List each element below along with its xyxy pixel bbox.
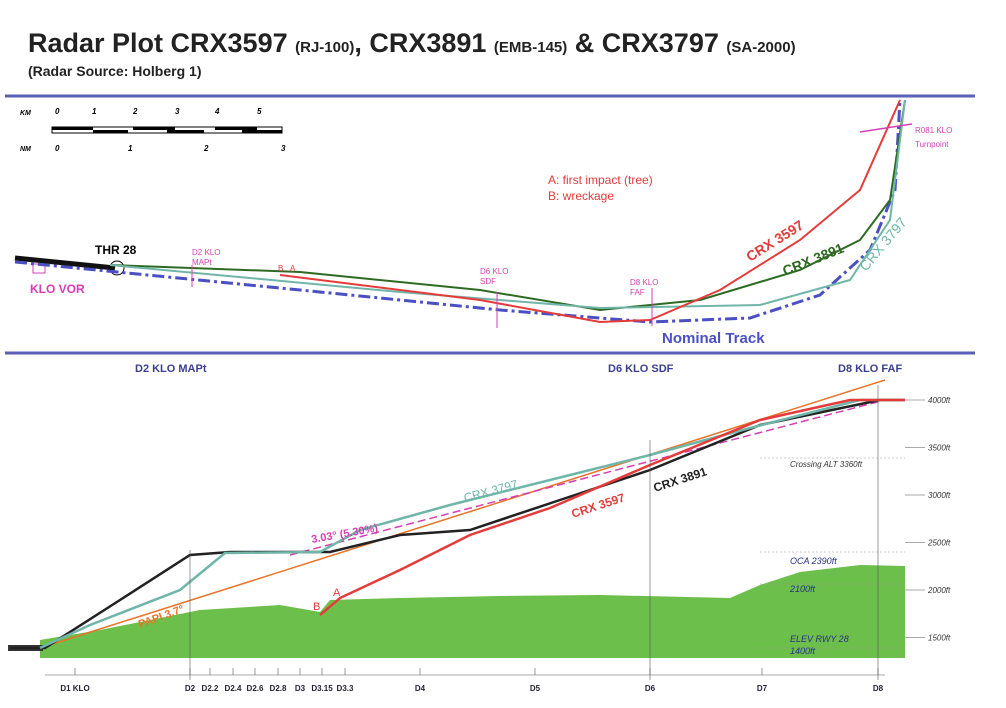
scale-tick: 0 xyxy=(55,144,60,153)
label: THR 28 xyxy=(95,243,137,257)
scale-tick: 2 xyxy=(132,107,138,116)
scale-tick: 1 xyxy=(92,107,97,116)
fix-label: FAF xyxy=(630,288,645,297)
y-tick-label: 2500ft xyxy=(927,539,951,548)
fix-label: SDF xyxy=(480,277,496,286)
fix-label: MAPt xyxy=(192,258,212,267)
track-crx3597 xyxy=(279,99,901,324)
marker: A xyxy=(290,264,296,273)
title-part: (EMB-145) xyxy=(494,39,567,56)
y-tick-label: 4000ft xyxy=(928,396,951,405)
threshold-marker xyxy=(109,260,125,276)
x-tick-label: D6 xyxy=(645,684,656,693)
x-tick-label: D3.3 xyxy=(337,684,354,693)
profile-crx3797 xyxy=(39,398,905,650)
title-part: & CRX3797 xyxy=(575,28,719,58)
legend-note: A: first impact (tree) xyxy=(548,173,653,187)
x-tick-label: D7 xyxy=(757,684,768,693)
track-crx3891 xyxy=(109,99,906,312)
title: Radar Plot CRX3597 (RJ-100), CRX3891 (EM… xyxy=(28,28,796,58)
scale-tick: 4 xyxy=(214,107,220,116)
scale-tick: 5 xyxy=(257,107,262,116)
scale-tick: 0 xyxy=(55,107,60,116)
annotation: 2100ft xyxy=(789,584,816,594)
scale-tick: 3 xyxy=(175,107,180,116)
annotation: ELEV RWY 28 xyxy=(790,634,849,644)
x-tick-label: D4 xyxy=(415,684,426,693)
scale-tick: 1 xyxy=(128,144,133,153)
title-part: (SA-2000) xyxy=(726,39,795,56)
fix-label: D6 KLO xyxy=(480,267,508,276)
glidepath xyxy=(289,399,886,556)
scale-bar xyxy=(51,126,283,134)
x-tick-label: D5 xyxy=(530,684,541,693)
x-tick-label: D1 KLO xyxy=(60,684,89,693)
marker: A xyxy=(333,587,341,599)
legend-note: B: wreckage xyxy=(548,189,614,203)
scale-unit: NM xyxy=(20,146,31,153)
x-tick-label: D2.2 xyxy=(202,684,219,693)
fix-label: R081 KLO xyxy=(915,126,952,135)
marker: B xyxy=(313,601,320,613)
y-tick-label: 3500ft xyxy=(928,444,951,453)
title-part: , CRX3891 xyxy=(354,28,486,58)
fix-label: Turnpoint xyxy=(915,140,949,149)
label: KLO VOR xyxy=(30,282,85,296)
fix-header: D8 KLO FAF xyxy=(838,363,902,375)
y-tick-label: 2000ft xyxy=(927,586,951,595)
fix-header: D6 KLO SDF xyxy=(608,363,674,375)
profile-crx3597 xyxy=(319,398,905,616)
nominal-track xyxy=(14,99,902,324)
label: Nominal Track xyxy=(662,330,765,347)
turnpoint-arrow xyxy=(859,123,913,133)
subtitle: (Radar Source: Holberg 1) xyxy=(28,63,201,79)
annotation: Crossing ALT 3360ft xyxy=(790,460,863,469)
runway xyxy=(14,255,116,271)
annotation: OCA 2390ft xyxy=(790,556,837,566)
x-tick-label: D2.6 xyxy=(247,684,264,693)
title-part: Radar Plot CRX3597 xyxy=(28,28,288,58)
marker: B xyxy=(278,264,283,273)
x-tick-label: D2 xyxy=(185,684,196,693)
ref-lines xyxy=(760,457,905,649)
annotation: 1400ft xyxy=(790,646,816,656)
track-label: CRX 3891 xyxy=(652,464,709,495)
fix-lines xyxy=(45,385,885,680)
scale-tick: 2 xyxy=(203,144,209,153)
fix-label: D2 KLO xyxy=(192,248,220,257)
papi-line xyxy=(39,379,886,649)
scale-tick: 3 xyxy=(281,144,286,153)
terrain xyxy=(40,565,905,658)
x-tick-label: D3.15 xyxy=(311,684,333,693)
title-part: (RJ-100) xyxy=(295,39,354,56)
y-tick-label: 3000ft xyxy=(928,491,951,500)
fix-header: D2 KLO MAPt xyxy=(135,363,207,375)
fix-label: D8 KLO xyxy=(630,278,658,287)
track-crx3797 xyxy=(109,99,906,310)
y-tick-label: 1500ft xyxy=(928,634,951,643)
scale-unit: KM xyxy=(20,110,31,117)
x-tick-label: D2.8 xyxy=(270,684,287,693)
track-label: CRX 3797 xyxy=(462,477,519,505)
x-tick-label: D8 xyxy=(873,684,884,693)
track-label: CRX 3797 xyxy=(856,214,910,274)
x-tick-label: D2.4 xyxy=(225,684,242,693)
x-tick-label: D3 xyxy=(295,684,306,693)
